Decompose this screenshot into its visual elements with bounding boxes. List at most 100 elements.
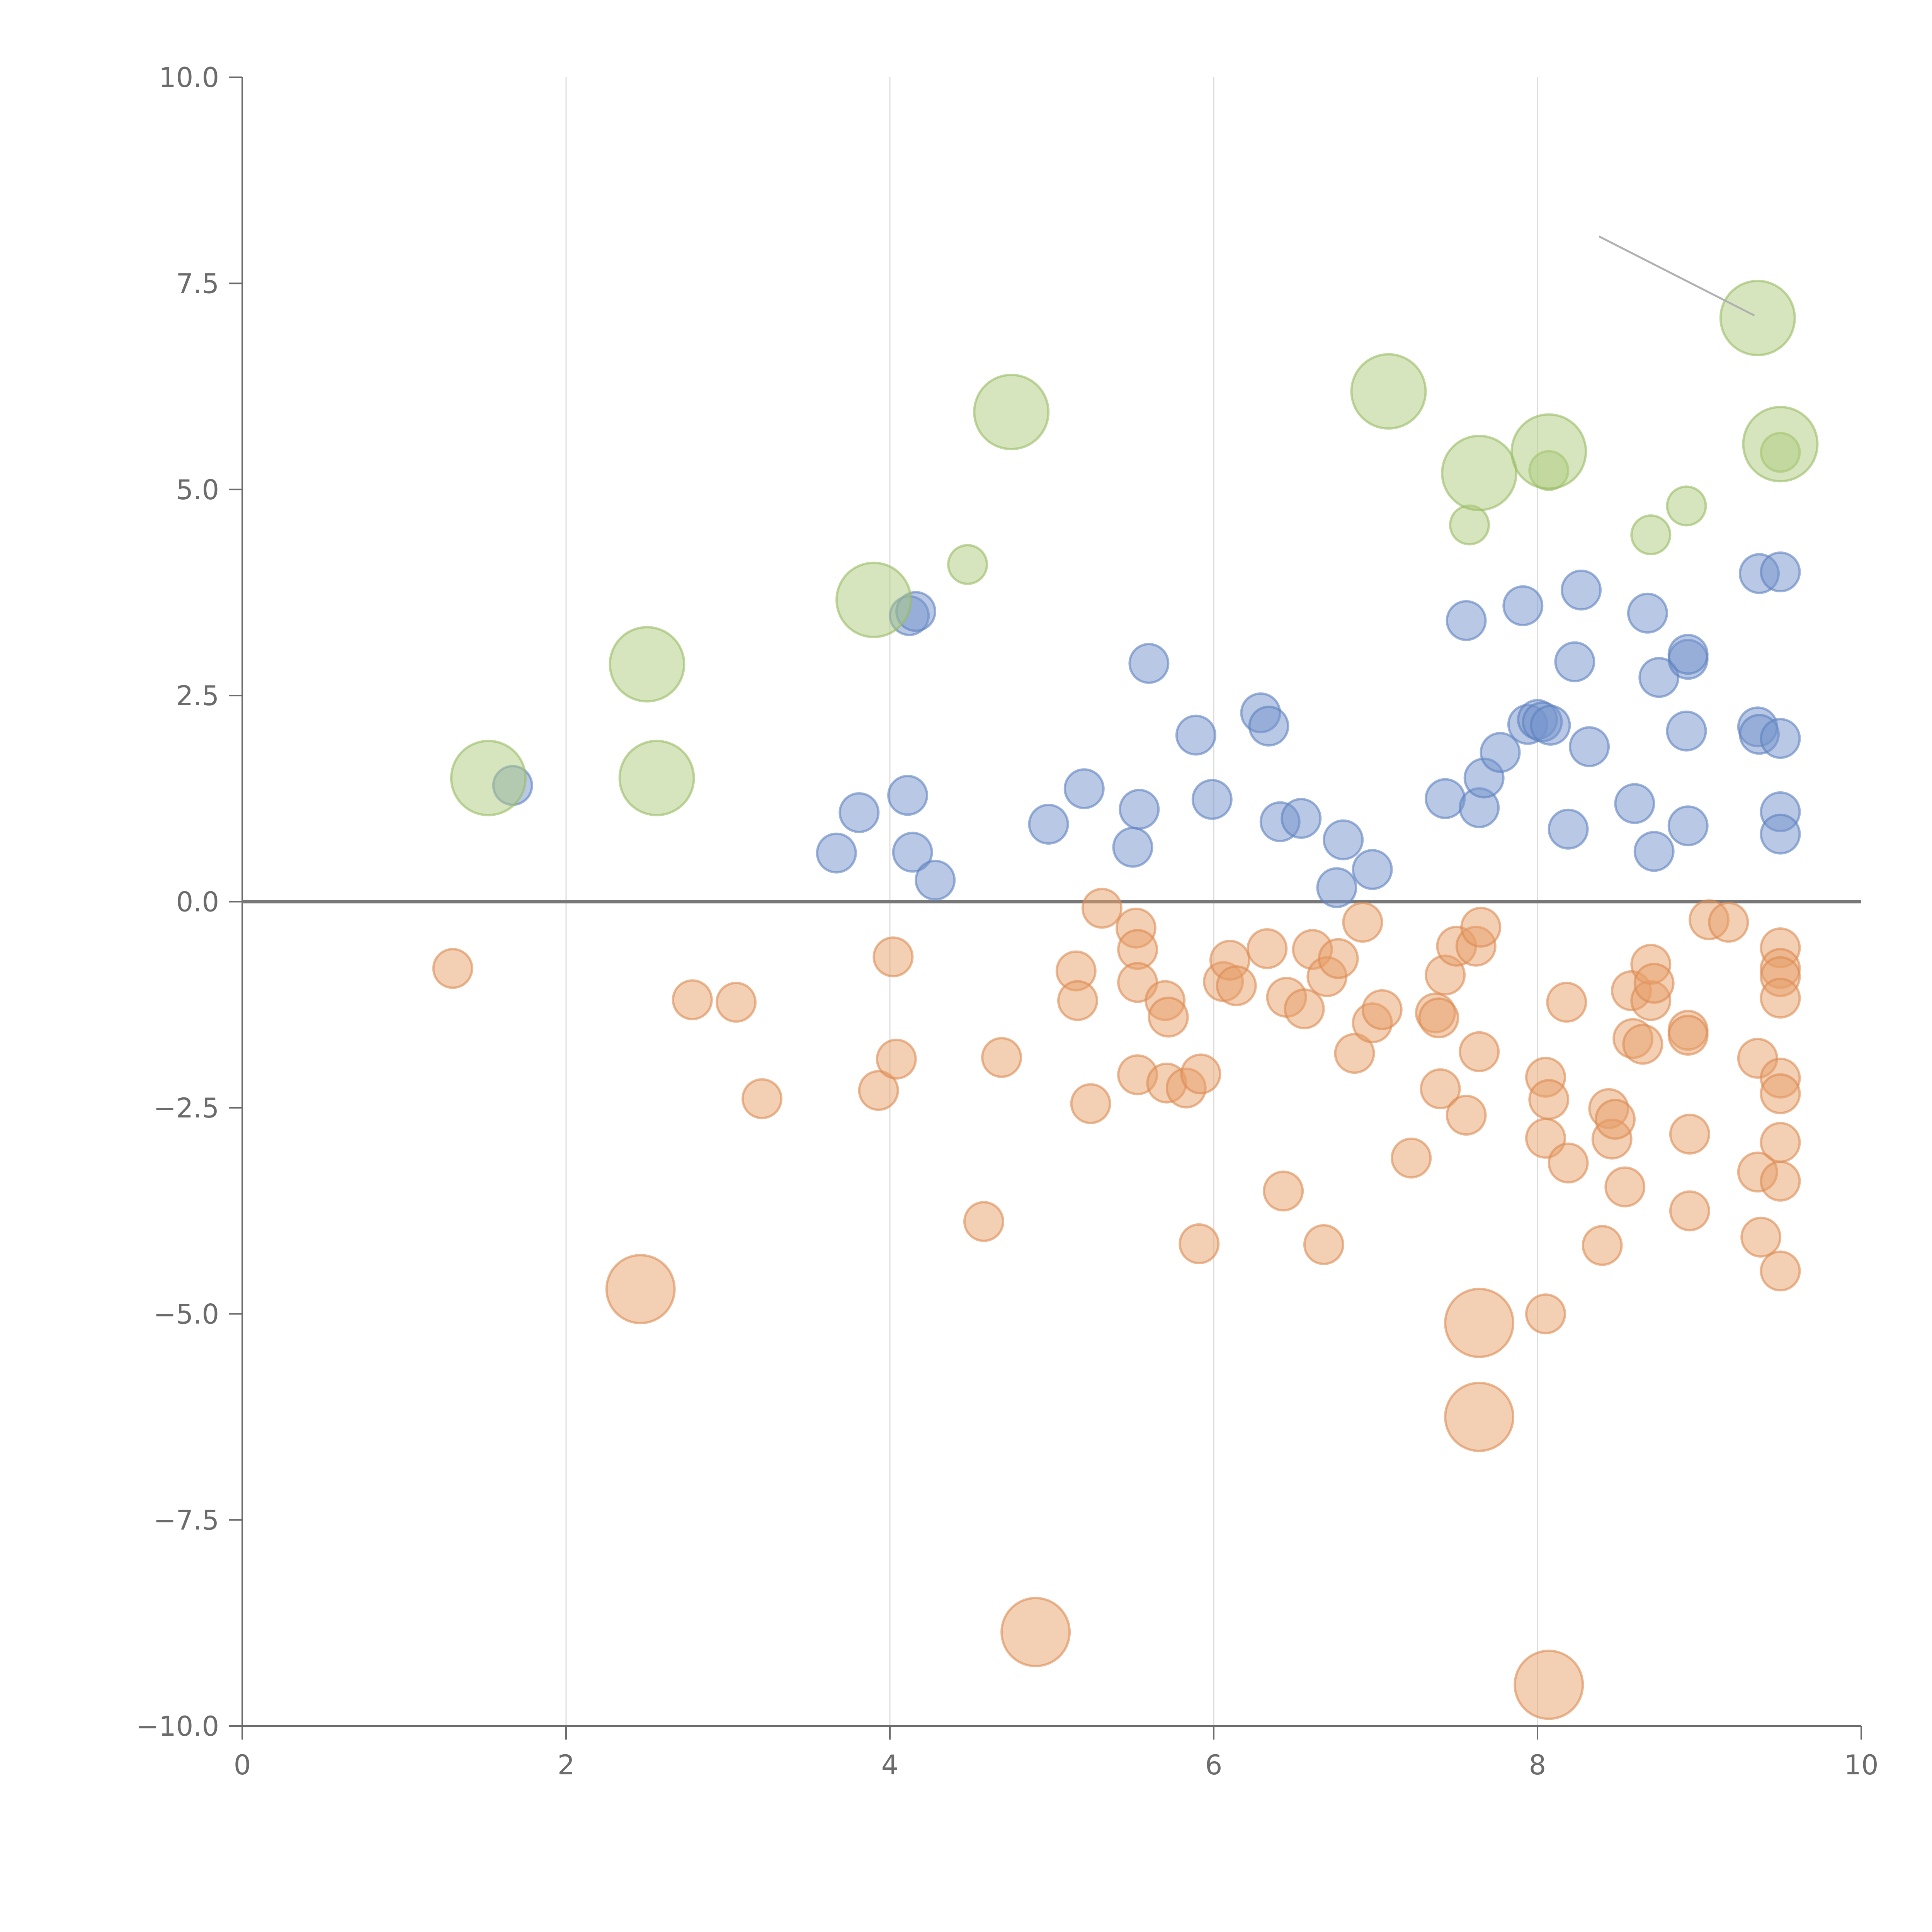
orange-small-point (1179, 1223, 1220, 1264)
blue-small-point (838, 792, 880, 833)
y-tick-label: −2.5 (153, 1092, 219, 1124)
blue-small-point (1191, 779, 1233, 820)
y-tick-label: −5.0 (153, 1298, 219, 1330)
orange-small-point (1148, 997, 1189, 1038)
x-tick-label: 6 (1205, 1749, 1223, 1781)
orange-small-point (1216, 965, 1257, 1007)
orange-small-point (432, 948, 473, 989)
green-large-point (973, 374, 1050, 451)
blue-small-point (915, 860, 956, 901)
orange-small-point (1760, 1122, 1801, 1163)
green-large-point (1441, 435, 1518, 512)
blue-small-point (1316, 867, 1357, 908)
blue-small-point (1063, 768, 1105, 810)
orange-small-point (1760, 978, 1801, 1019)
orange-small-point (1528, 1079, 1570, 1120)
orange-small-point (1546, 981, 1587, 1023)
blue-small-point (816, 832, 857, 874)
blue-small-point (892, 832, 933, 873)
green-large-point (1719, 280, 1796, 356)
blue-small-point (1175, 714, 1216, 756)
blue-small-point (1281, 798, 1322, 839)
orange-small-point (1667, 1015, 1709, 1056)
orange-small-point (1284, 988, 1325, 1029)
orange-small-point (1582, 1225, 1623, 1266)
orange-small-point (1622, 1024, 1663, 1065)
orange-small-point (1446, 1095, 1487, 1136)
orange-small-point (1760, 1250, 1801, 1292)
green-large-point (835, 561, 912, 638)
blue-small-point (1760, 813, 1801, 855)
orange-large-point (605, 1254, 676, 1325)
orange-small-point (1760, 1160, 1801, 1202)
orange-small-point (1070, 1083, 1111, 1124)
y-tick-label: −10.0 (136, 1711, 219, 1742)
annotation-leader-line (1599, 235, 1755, 316)
green-large-point (1510, 413, 1587, 490)
orange-small-point (1525, 1293, 1566, 1335)
orange-small-point (1669, 1114, 1710, 1155)
green-small-point (1630, 514, 1672, 556)
blue-small-point (1548, 808, 1589, 850)
blue-small-point (1638, 657, 1680, 698)
orange-large-point (1444, 1287, 1515, 1358)
blue-small-point (1569, 726, 1610, 767)
orange-small-point (1334, 1033, 1375, 1074)
blue-small-point (1760, 551, 1801, 593)
y-tick-label: 5.0 (176, 474, 219, 506)
data-points (432, 280, 1819, 1720)
orange-small-point (1318, 938, 1359, 979)
blue-small-point (1627, 592, 1668, 634)
axes (229, 77, 1862, 1740)
blue-small-point (1119, 789, 1160, 830)
orange-small-point (1342, 901, 1383, 943)
orange-small-point (1548, 1142, 1589, 1184)
green-large-point (618, 740, 695, 816)
green-small-point (1666, 485, 1707, 527)
blue-small-point (1248, 706, 1289, 747)
y-tick-label: 0.0 (176, 886, 219, 918)
orange-small-point (672, 979, 713, 1020)
orange-small-point (1263, 1170, 1304, 1212)
green-large-point (450, 740, 527, 816)
blue-small-point (1633, 831, 1675, 872)
orange-small-point (1420, 1068, 1461, 1109)
orange-small-point (1247, 928, 1288, 969)
orange-small-point (742, 1078, 782, 1119)
blue-small-point (1112, 827, 1153, 868)
blue-small-point (1446, 600, 1487, 641)
orange-small-point (858, 1070, 899, 1111)
orange-small-point (1418, 997, 1459, 1039)
orange-small-point (1633, 963, 1675, 1004)
blue-small-point (1561, 570, 1602, 611)
orange-small-point (1760, 1073, 1801, 1114)
x-tick-label: 8 (1529, 1749, 1546, 1781)
x-tick-label: 0 (234, 1749, 251, 1781)
blue-small-point (1480, 732, 1521, 773)
blue-small-point (1128, 643, 1170, 684)
y-tick-label: 2.5 (176, 680, 219, 712)
blue-small-point (1554, 641, 1595, 682)
blue-small-point (1614, 783, 1655, 824)
orange-small-point (872, 936, 914, 978)
blue-small-point (1028, 804, 1069, 845)
green-large-point (609, 626, 685, 703)
orange-small-point (716, 981, 757, 1023)
orange-small-point (1460, 906, 1502, 948)
x-tick-label: 10 (1844, 1749, 1878, 1781)
y-tick-label: 10.0 (159, 62, 219, 94)
x-tick-label: 4 (881, 1749, 899, 1781)
green-small-point (1449, 504, 1490, 546)
orange-large-point (1000, 1597, 1071, 1667)
orange-small-point (963, 1201, 1004, 1242)
orange-small-point (1303, 1224, 1344, 1265)
orange-small-point (876, 1039, 917, 1080)
orange-small-point (1708, 901, 1749, 943)
blue-small-point (887, 775, 929, 816)
orange-small-point (1180, 1053, 1221, 1095)
blue-small-point (1425, 778, 1466, 819)
orange-small-point (981, 1037, 1022, 1078)
blue-small-point (1760, 718, 1801, 759)
orange-small-point (1361, 989, 1403, 1030)
